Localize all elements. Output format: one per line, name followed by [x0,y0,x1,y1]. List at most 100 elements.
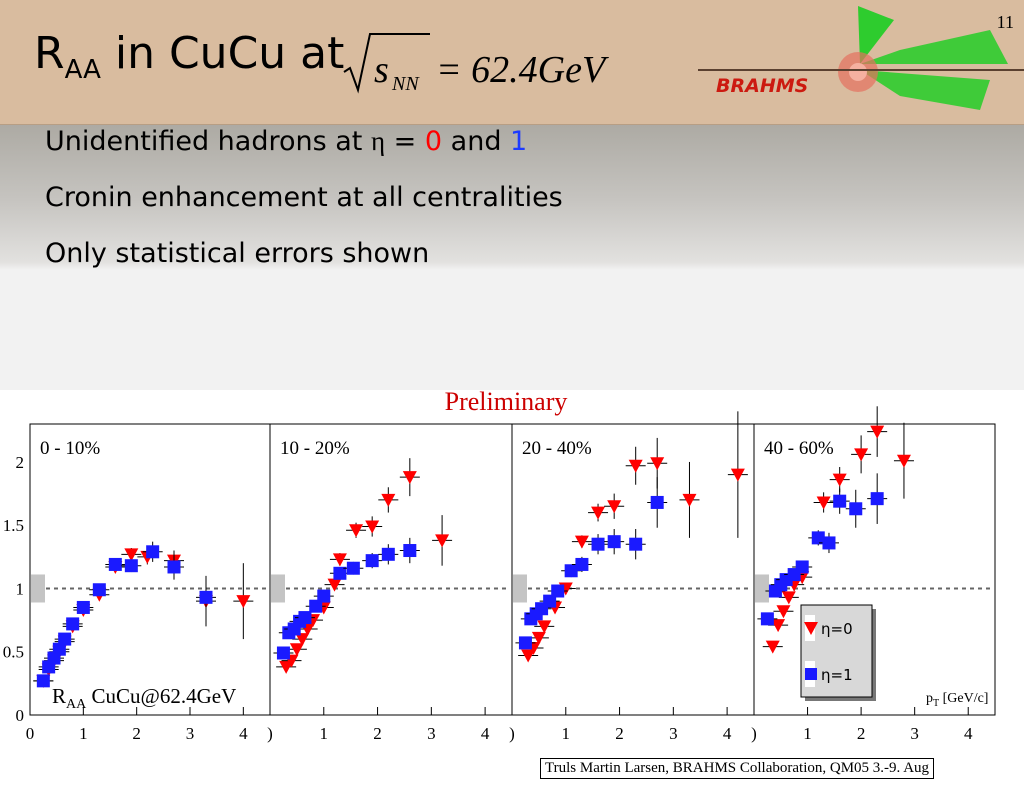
x-tick-label: 1 [562,724,571,743]
legend-entry: η=1 [821,666,853,684]
eta0-point [781,591,796,605]
eta1-point [518,636,532,650]
eta1-point [543,594,557,608]
eta0-point [365,520,380,534]
title-r: R [34,28,65,79]
bullet-1-text: Unidentified hadrons at [45,126,371,157]
eta0-point [236,595,251,609]
eta1-point [650,495,664,509]
panel-frame [29,423,271,716]
logo-text: BRAHMS [716,75,808,97]
eta1-point [276,646,290,660]
raa-r: R [52,684,66,708]
x-tick-label: 1 [79,724,88,743]
eta1-point [346,561,360,575]
x-label-sub: T [933,698,939,709]
logo-green-sector [860,70,990,110]
x-tick-label: ) [267,724,273,743]
formula-rhs: = 62.4GeV [436,49,609,91]
eta1-point [309,599,323,613]
raa-sub: AA [66,697,87,712]
eta0-point [537,620,552,634]
eta0-point [295,633,310,647]
normalization-band [271,574,285,603]
eta1-point [365,554,379,568]
formula-s: s [374,49,389,91]
x-label-p: p [926,691,933,706]
eta0-point [289,643,304,657]
eta0-point [381,493,396,507]
eta1-point [52,642,66,656]
eta0-point [682,493,697,507]
x-tick-label: 4 [481,724,490,743]
eta1-point [575,557,589,571]
x-tick-label: 1 [803,724,812,743]
eta0-point [870,425,885,439]
x-tick-label: 2 [857,724,866,743]
x-tick-label: 4 [723,724,732,743]
eta0-point [521,649,536,663]
bullet-3: Only statistical errors shown [45,238,430,269]
eta1-point [849,502,863,516]
page-number: 11 [996,12,1014,32]
bullet-1-and: and [442,126,511,157]
title-sub: AA [64,54,101,85]
eta1-point [629,537,643,551]
eta-1-value: 1 [510,126,528,157]
eta1-point [607,535,621,549]
legend-entry: η=0 [821,620,853,638]
bullet-1-eq: = [385,126,425,157]
centrality-label: 0 - 10% [40,438,100,459]
centrality-label: 10 - 20% [280,438,350,459]
eta1-point [811,531,825,545]
eta0-point [776,605,791,619]
eta1-point [146,545,160,559]
eta1-point [403,544,417,558]
logo-green-sector [860,30,1008,64]
eta1-point [58,632,72,646]
eta1-point [760,612,774,626]
x-tick-label: 0 [26,724,35,743]
formula-sub: NN [391,73,420,95]
eta1-point [76,600,90,614]
eta0-point [435,534,450,548]
raa-label: RAA CuCu@62.4GeV [52,684,236,712]
eta0-point [730,468,745,482]
eta0-point [531,631,546,645]
x-axis-label: pT [GeV/c] [926,691,988,709]
x-tick-label: 3 [186,724,195,743]
centrality-label: 20 - 40% [522,438,592,459]
legend-eta0-marker [804,622,818,635]
eta1-point [333,566,347,580]
eta1-point [381,547,395,561]
brahms-logo: BRAHMS [698,6,1024,110]
eta1-point [167,560,181,574]
x-tick-label: 2 [615,724,624,743]
x-tick-label: 4 [239,724,248,743]
eta1-point [822,536,836,550]
x-tick-label: ) [751,724,757,743]
x-tick-label: 2 [373,724,382,743]
eta1-point [591,537,605,551]
eta0-point [896,454,911,468]
legend-eta1-marker [805,668,817,680]
eta-symbol: η [370,126,386,156]
x-tick-label: ) [509,724,515,743]
eta0-point [327,578,342,592]
bullet-2: Cronin enhancement at all centralities [45,182,563,213]
x-label-unit: [GeV/c] [939,691,988,706]
eta0-point [854,448,869,462]
x-tick-label: 2 [132,724,141,743]
eta0-point [607,500,622,514]
raa-chart: Preliminary 0 0.5 1 1.5 2 0 1 2 3 4 0 - 10%) 1 2 3 4 10 … [3,390,996,743]
eta1-point [564,564,578,578]
eta0-point [279,660,294,674]
eta0-point [332,553,347,567]
eta1-point [36,674,50,688]
eta0-point [402,471,417,485]
normalization-band [755,574,769,603]
eta0-point [124,548,139,562]
eta1-point [833,494,847,508]
eta0-point [771,619,786,633]
eta1-point [199,590,213,604]
